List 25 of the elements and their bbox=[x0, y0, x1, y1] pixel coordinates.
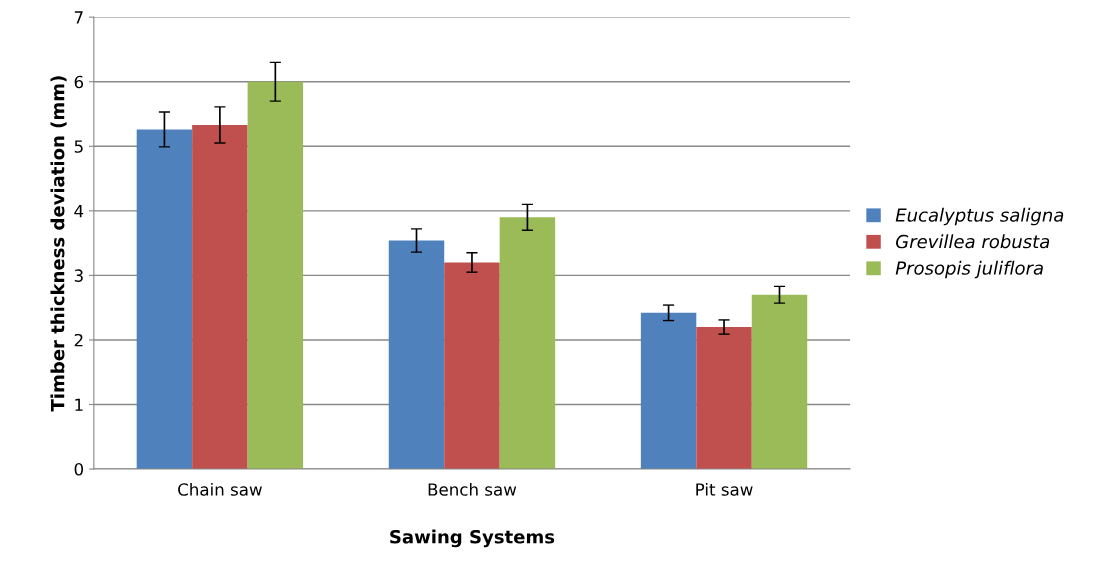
y-tick-label: 1 bbox=[75, 398, 83, 411]
y-tick-label: 3 bbox=[74, 269, 83, 282]
legend-label: Eucalyptus saligna bbox=[895, 207, 1064, 226]
x-tick-label: Pit saw bbox=[696, 482, 753, 496]
y-tick-label: 2 bbox=[74, 333, 83, 347]
y-tick-label: 7 bbox=[74, 11, 83, 24]
x-axis-title: Sawing Systems bbox=[390, 529, 555, 548]
bar bbox=[444, 262, 500, 470]
bar bbox=[640, 312, 697, 470]
bar bbox=[247, 81, 304, 470]
bar bbox=[136, 129, 193, 470]
x-tick-label: Chain saw bbox=[178, 482, 262, 496]
y-tick-label: 0 bbox=[74, 463, 84, 476]
y-axis-title: Timber thickness deviation (mm) bbox=[50, 76, 67, 412]
bar bbox=[696, 327, 752, 470]
y-tick-label: 4 bbox=[74, 205, 84, 218]
legend-label: Prosopis juliflora bbox=[895, 260, 1043, 279]
bar bbox=[499, 217, 556, 470]
y-tick-label: 6 bbox=[74, 75, 84, 89]
x-tick-label: Bench saw bbox=[428, 482, 517, 496]
legend-label: Grevillea robusta bbox=[896, 234, 1050, 249]
bar bbox=[388, 240, 445, 470]
y-tick-label: 5 bbox=[74, 140, 83, 153]
bar bbox=[192, 124, 248, 470]
bar bbox=[751, 294, 808, 470]
